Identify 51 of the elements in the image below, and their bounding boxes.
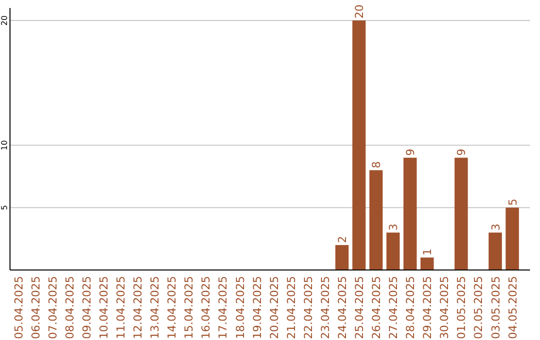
x-tick-label: 29.04.2025 (421, 276, 434, 339)
data-label: 1 (421, 248, 434, 256)
x-tick-label: 14.04.2025 (166, 276, 179, 339)
x-tick-label: 02.05.2025 (472, 276, 486, 339)
x-tick-label: 18.04.2025 (234, 276, 247, 339)
x-tick-label: 20.04.2025 (268, 276, 281, 339)
x-tick-label: 19.04.2025 (250, 276, 264, 339)
data-label: 5 (506, 198, 520, 206)
y-tick-label: 10 (0, 140, 9, 150)
data-label: 9 (404, 148, 418, 156)
x-tick-label: 06.04.2025 (29, 276, 42, 339)
bar (506, 208, 519, 270)
x-tick-label: 25.04.2025 (353, 276, 366, 339)
data-label: 2 (336, 236, 349, 244)
x-tick-label: 12.04.2025 (132, 276, 145, 339)
bar (488, 232, 502, 270)
x-tick-label: 11.04.2025 (114, 276, 128, 339)
x-tick-label: 23.04.2025 (318, 276, 332, 339)
bar (454, 158, 468, 270)
data-label: 9 (455, 148, 468, 156)
x-tick-label: 09.04.2025 (80, 276, 94, 339)
x-tick-label: 17.04.2025 (216, 276, 230, 339)
x-tick-label: 08.04.2025 (63, 276, 76, 339)
x-tick-label: 24.04.2025 (336, 276, 349, 339)
data-label: 3 (387, 224, 400, 231)
data-label: 3 (489, 224, 502, 231)
bar (403, 158, 417, 270)
x-tick-label: 28.04.2025 (404, 276, 418, 339)
x-tick-label: 22.04.2025 (302, 276, 315, 339)
x-tick-label: 03.05.2025 (489, 276, 502, 339)
y-tick-label: 20 (0, 15, 9, 26)
bar (386, 232, 400, 270)
y-tick-label: 5 (0, 205, 9, 210)
bar (420, 258, 434, 270)
bar (335, 245, 349, 270)
x-tick-label: 07.04.2025 (46, 276, 60, 339)
x-tick-label: 01.05.2025 (455, 276, 468, 339)
x-tick-label: 13.04.2025 (148, 276, 162, 339)
bar (369, 170, 383, 270)
x-tick-label: 10.04.2025 (98, 276, 111, 339)
data-label: 20 (353, 4, 366, 18)
x-tick-label: 27.04.2025 (387, 276, 400, 339)
x-tick-label: 26.04.2025 (370, 276, 384, 339)
x-tick-label: 21.04.2025 (284, 276, 298, 339)
x-tick-label: 15.04.2025 (182, 276, 196, 339)
x-tick-label: 16.04.2025 (200, 276, 213, 339)
x-tick-label: 05.04.2025 (12, 276, 26, 339)
x-tick-label: 04.05.2025 (506, 276, 520, 339)
bar (352, 20, 366, 270)
x-tick-label: 30.04.2025 (438, 276, 452, 339)
data-label: 8 (370, 161, 384, 168)
